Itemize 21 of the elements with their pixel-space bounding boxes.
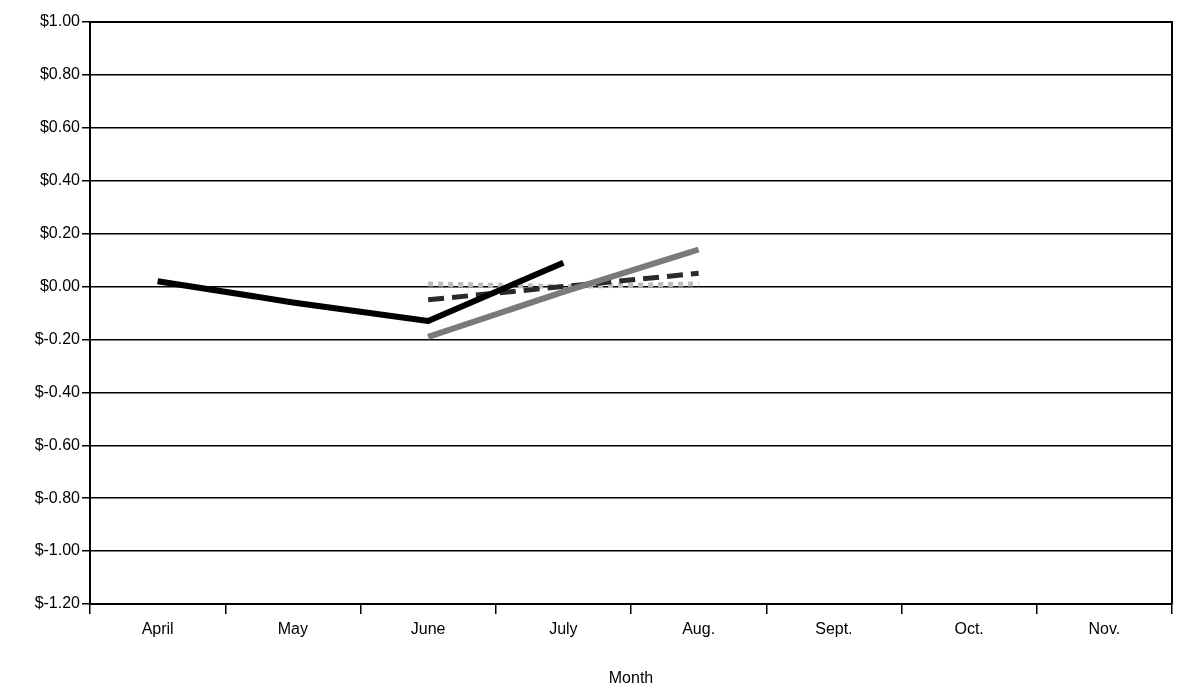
x-tick-label: June [410, 620, 446, 638]
x-tick-label: April [141, 620, 174, 638]
x-tick-label: Sept. [815, 620, 853, 638]
y-tick-label: $0.80 [39, 65, 81, 83]
y-tick-label: $-0.80 [34, 488, 81, 506]
x-axis-title: Month [608, 668, 654, 686]
y-tick-label: $-1.00 [34, 541, 81, 559]
y-tick-label: $0.40 [39, 171, 81, 189]
y-tick-label: $-0.20 [34, 329, 81, 347]
y-tick-label: $-0.60 [34, 435, 81, 453]
x-tick-label: July [549, 620, 578, 638]
y-tick-label: $-0.40 [34, 382, 81, 400]
y-tick-label: $-1.20 [34, 594, 81, 612]
y-tick-label: $0.20 [39, 224, 81, 242]
y-tick-label: $1.00 [39, 12, 81, 30]
y-tick-label: $0.00 [39, 276, 81, 294]
x-tick-label: Oct. [954, 620, 984, 638]
x-tick-label: Aug. [682, 620, 716, 638]
x-tick-label: Nov. [1088, 620, 1121, 638]
x-tick-label: May [277, 620, 308, 638]
y-tick-label: $0.60 [39, 118, 81, 136]
